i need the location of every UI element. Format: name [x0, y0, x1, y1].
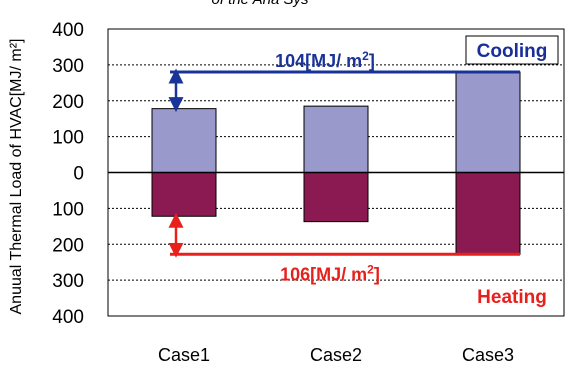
heating-diff-label: 106[MJ/ m2] [280, 262, 380, 284]
cooling-legend-label: Cooling [477, 41, 548, 62]
y-tick-label: 300 [52, 56, 84, 77]
y-axis-label: Anuual Thermal Load of HVAC[MJ/ m²] [8, 39, 25, 315]
y-tick-label: 0 [73, 164, 84, 185]
y-tick-label: 200 [52, 235, 84, 256]
y-tick-label: 100 [52, 128, 84, 149]
heating-legend-box [466, 281, 558, 311]
bar-cooling-case2 [303, 105, 369, 173]
heating-legend-label: Heating [477, 287, 547, 308]
x-tick-label: Case3 [462, 345, 514, 364]
bar-heating-case3 [455, 172, 521, 255]
y-tick-label: 200 [52, 92, 84, 113]
y-tick-label: 100 [52, 199, 84, 220]
y-tick-label: 400 [52, 307, 84, 328]
cooling-legend-box [465, 35, 559, 65]
bar-heating-case1 [151, 172, 217, 217]
x-tick-label: Case2 [310, 345, 362, 364]
cooling-diff-label: 104[MJ/ m2] [275, 49, 375, 71]
y-tick-label: 300 [52, 271, 84, 292]
bar-cooling-case1 [151, 108, 217, 173]
bar-heating-case2 [303, 172, 369, 223]
top-caption: of the Ana Sys [211, 0, 309, 8]
bar-cooling-case3 [455, 71, 521, 173]
x-tick-label: Case1 [158, 345, 210, 364]
y-tick-label: 400 [52, 20, 84, 41]
plot-area [107, 28, 565, 317]
